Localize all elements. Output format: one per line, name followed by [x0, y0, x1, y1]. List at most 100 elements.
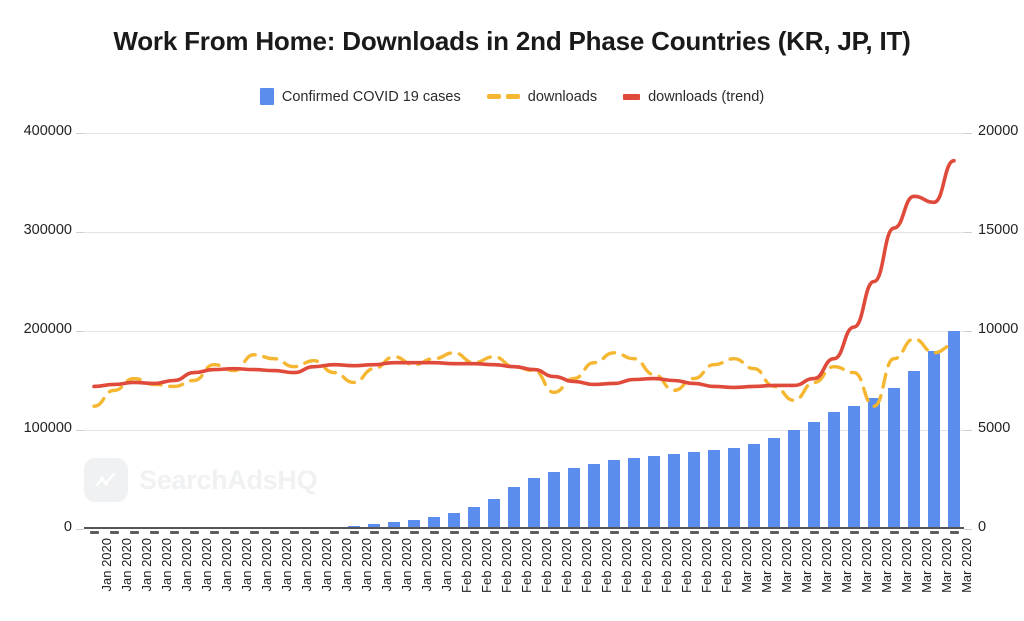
bar[interactable]	[807, 422, 821, 529]
x-axis-tick-label: Mar 2020	[759, 538, 774, 593]
x-axis-tick-mark	[129, 531, 139, 534]
x-axis-tick-mark	[509, 531, 519, 534]
bar[interactable]	[907, 370, 921, 529]
bar[interactable]	[647, 455, 661, 529]
x-axis-tick-mark	[189, 531, 199, 534]
bar[interactable]	[487, 499, 501, 529]
x-axis-tick-label: Feb 2020	[579, 538, 594, 593]
x-axis-tick-label: Feb 2020	[619, 538, 634, 593]
x-axis-tick-mark	[689, 531, 699, 534]
x-axis-tick-mark	[469, 531, 479, 534]
bar[interactable]	[367, 524, 381, 529]
x-axis-tick-mark	[729, 531, 739, 534]
x-axis-tick-label: Mar 2020	[839, 538, 854, 593]
x-axis-tick-mark	[909, 531, 919, 534]
x-axis-tick-label: Jan 2020	[299, 538, 314, 592]
bar[interactable]	[847, 406, 861, 529]
bar[interactable]	[607, 459, 621, 529]
bar[interactable]	[387, 521, 401, 529]
x-axis-tick-mark	[149, 531, 159, 534]
x-axis-tick-mark	[349, 531, 359, 534]
x-axis-ticks	[84, 529, 964, 539]
x-axis-tick-label: Feb 2020	[559, 538, 574, 593]
x-axis-tick-mark	[209, 531, 219, 534]
y-axis-tick-label: 10000	[978, 321, 1019, 337]
x-axis-tick-label: Jan 2020	[219, 538, 234, 592]
x-axis-tick-mark	[369, 531, 379, 534]
bar[interactable]	[527, 477, 541, 529]
x-axis-tick-label: Mar 2020	[799, 538, 814, 593]
x-axis-tick-label: Mar 2020	[879, 538, 894, 593]
x-axis-tick-mark	[309, 531, 319, 534]
x-axis-tick-label: Mar 2020	[919, 538, 934, 593]
x-axis-tick-mark	[569, 531, 579, 534]
x-axis-tick-label: Feb 2020	[659, 538, 674, 593]
plot-area	[84, 133, 964, 529]
x-axis-tick-label: Feb 2020	[719, 538, 734, 593]
x-axis-tick-label: Mar 2020	[939, 538, 954, 593]
bar[interactable]	[467, 507, 481, 529]
bar[interactable]	[447, 513, 461, 529]
y-axis-tick-mark	[76, 232, 84, 233]
x-axis-tick-mark	[769, 531, 779, 534]
x-axis-tick-label: Jan 2020	[279, 538, 294, 592]
bar[interactable]	[567, 467, 581, 529]
x-axis-line	[84, 527, 964, 529]
chart-legend: Confirmed COVID 19 cases downloads downl…	[0, 88, 1024, 105]
x-axis-tick-label: Feb 2020	[499, 538, 514, 593]
x-axis-tick-label: Jan 2020	[159, 538, 174, 592]
bar[interactable]	[627, 457, 641, 529]
bar[interactable]	[827, 412, 841, 529]
bar[interactable]	[587, 463, 601, 529]
bar[interactable]	[667, 453, 681, 529]
bar[interactable]	[507, 487, 521, 529]
x-axis-tick-mark	[609, 531, 619, 534]
bar[interactable]	[687, 451, 701, 529]
x-axis-tick-mark	[629, 531, 639, 534]
bar[interactable]	[727, 447, 741, 529]
x-axis-tick-mark	[289, 531, 299, 534]
y-axis-tick-label: 200000	[23, 321, 72, 337]
x-axis-tick-label: Feb 2020	[679, 538, 694, 593]
y-axis-tick-label: 100000	[23, 420, 72, 436]
legend-swatch-bar-icon	[259, 88, 274, 105]
gridline	[84, 430, 964, 431]
x-axis-tick-mark	[429, 531, 439, 534]
y-axis-tick-mark	[76, 331, 84, 332]
x-axis-tick-label: Feb 2020	[539, 538, 554, 593]
y-axis-tick-label: 0	[63, 519, 72, 535]
bar[interactable]	[547, 471, 561, 529]
x-axis-tick-mark	[829, 531, 839, 534]
bar[interactable]	[747, 443, 761, 529]
x-axis-tick-mark	[789, 531, 799, 534]
bar[interactable]	[787, 430, 801, 529]
x-axis-tick-label: Mar 2020	[899, 538, 914, 593]
x-axis-tick-label: Feb 2020	[519, 538, 534, 593]
x-axis-labels: Jan 2020 Jan 2020 Jan 2020 Jan 2020 Jan 2020…	[84, 538, 974, 618]
x-axis-tick-label: Mar 2020	[739, 538, 754, 593]
x-axis-tick-mark	[949, 531, 959, 534]
x-axis-tick-label: Feb 2020	[639, 538, 654, 593]
legend-item-cases[interactable]: Confirmed COVID 19 cases	[259, 88, 461, 105]
legend-item-downloads[interactable]: downloads	[486, 89, 597, 105]
y-axis-tick-mark	[76, 430, 84, 431]
x-axis-tick-label: Jan 2020	[119, 538, 134, 592]
bar[interactable]	[887, 388, 901, 529]
legend-label-cases: Confirmed COVID 19 cases	[281, 88, 461, 105]
y-axis-tick-label: 0	[978, 519, 987, 535]
x-axis-tick-label: Jan 2020	[339, 538, 354, 592]
x-axis-tick-mark	[749, 531, 759, 534]
x-axis-tick-mark	[849, 531, 859, 534]
bar[interactable]	[867, 398, 881, 529]
bar[interactable]	[767, 437, 781, 529]
bar[interactable]	[927, 350, 941, 529]
x-axis-tick-label: Jan 2020	[379, 538, 394, 592]
x-axis-tick-mark	[169, 531, 179, 534]
bar[interactable]	[707, 449, 721, 529]
y-axis-tick-label: 400000	[23, 123, 72, 139]
legend-item-trend[interactable]: downloads (trend)	[623, 89, 764, 105]
bar[interactable]	[947, 331, 961, 529]
bar[interactable]	[407, 520, 421, 529]
bar[interactable]	[427, 517, 441, 529]
